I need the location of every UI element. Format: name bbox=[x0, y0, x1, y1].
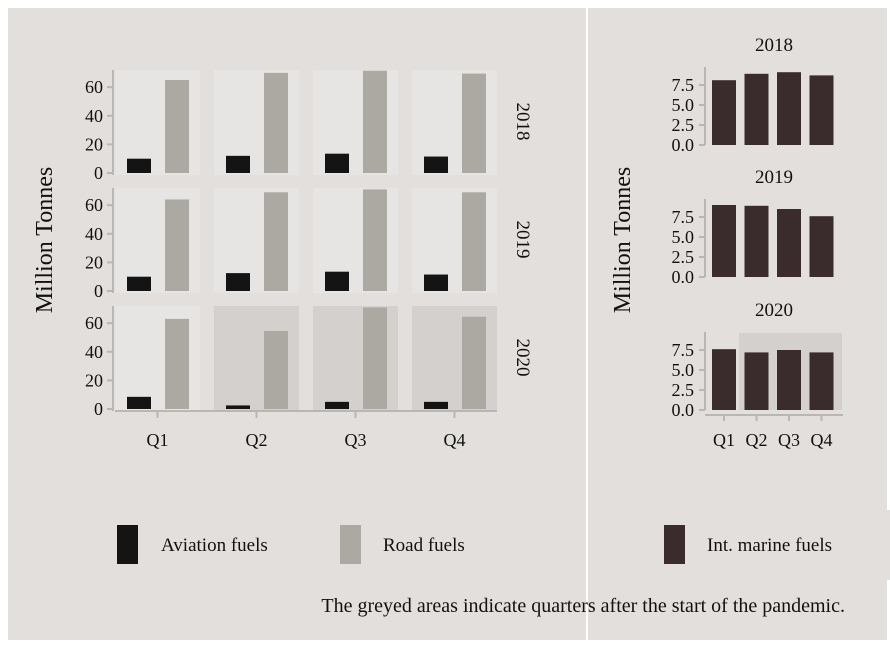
bar-marine-2018-Q2 bbox=[744, 73, 769, 145]
marine-strip-2020: 2020 bbox=[755, 300, 793, 321]
x-tick-label-Q1: Q1 bbox=[147, 430, 169, 450]
x-tick-label-Q4: Q4 bbox=[444, 430, 466, 450]
marine-strip-2019: 2019 bbox=[755, 167, 793, 188]
y-tick-label: 5.0 bbox=[672, 95, 695, 115]
y-tick-label: 60 bbox=[85, 77, 103, 97]
legend-swatch-aviation bbox=[117, 525, 138, 564]
bar-aviation-2018-Q1 bbox=[127, 158, 151, 173]
bar-road-2020-Q3 bbox=[363, 307, 387, 409]
y-tick-label: 5.0 bbox=[672, 227, 695, 247]
y-tick-label: 20 bbox=[85, 252, 103, 272]
bar-aviation-2019-Q3 bbox=[325, 271, 349, 291]
y-tick-label: 2.5 bbox=[672, 115, 695, 135]
facet-strip-2018: 2018 bbox=[512, 103, 533, 141]
y-tick-label: 40 bbox=[85, 106, 103, 126]
x-tick-label-Q3: Q3 bbox=[345, 430, 367, 450]
bar-road-2018-Q1 bbox=[165, 80, 189, 173]
legend: Aviation fuels Road fuels Int. marine fu… bbox=[117, 510, 890, 580]
y-tick-label: 0 bbox=[94, 163, 103, 183]
y-tick-label: 7.5 bbox=[672, 207, 695, 227]
bar-marine-2020-Q3 bbox=[777, 350, 801, 410]
y-tick-label: 40 bbox=[85, 224, 103, 244]
y-tick-label: 0.0 bbox=[672, 135, 695, 155]
y-tick-label: 5.0 bbox=[672, 360, 695, 380]
y-tick-label: 2.5 bbox=[672, 247, 695, 267]
marine-x-tick-label-Q2: Q2 bbox=[746, 430, 768, 450]
y-tick-label: 20 bbox=[85, 370, 103, 390]
bar-aviation-2018-Q4 bbox=[424, 156, 448, 173]
bar-road-2018-Q2 bbox=[264, 72, 288, 173]
legend-swatch-marine bbox=[664, 525, 685, 564]
marine-strip-2018: 2018 bbox=[755, 35, 793, 56]
y-tick-label: 7.5 bbox=[672, 75, 695, 95]
y-tick-label: 0 bbox=[94, 399, 103, 419]
x-tick-label-Q2: Q2 bbox=[246, 430, 268, 450]
y-tick-label: 60 bbox=[85, 313, 103, 333]
bar-road-2019-Q3 bbox=[363, 189, 387, 291]
bar-marine-2018-Q4 bbox=[809, 75, 834, 145]
bar-marine-2020-Q4 bbox=[809, 352, 834, 410]
bar-marine-2020-Q2 bbox=[744, 352, 769, 410]
left-y-axis-title: Million Tonnes bbox=[32, 167, 58, 314]
bar-marine-2019-Q3 bbox=[777, 209, 801, 277]
y-tick-label: 60 bbox=[85, 195, 103, 215]
bar-aviation-2020-Q2 bbox=[226, 405, 250, 409]
bar-aviation-2018-Q3 bbox=[325, 153, 349, 173]
legend-label-marine: Int. marine fuels bbox=[707, 535, 832, 556]
bar-aviation-2018-Q2 bbox=[226, 155, 250, 173]
bar-road-2019-Q4 bbox=[462, 192, 486, 291]
y-tick-label: 0.0 bbox=[672, 400, 695, 420]
y-tick-label: 0 bbox=[94, 281, 103, 301]
road-aviation-chart: 0 20 40 60 2018 0 20 40 60 2019 0 20 40 60 2020 Q1 Q2 Q3 Q… bbox=[85, 70, 533, 450]
bar-road-2018-Q3 bbox=[363, 70, 387, 173]
bar-road-2019-Q2 bbox=[264, 192, 288, 291]
bar-road-2020-Q1 bbox=[165, 318, 189, 409]
bar-road-2018-Q4 bbox=[462, 73, 486, 173]
caption: The greyed areas indicate quarters after… bbox=[321, 595, 845, 617]
bar-marine-2018-Q3 bbox=[777, 72, 801, 145]
legend-label-road: Road fuels bbox=[383, 535, 465, 556]
y-tick-label: 0.0 bbox=[672, 267, 695, 287]
marine-chart: 20180.02.55.07.520190.02.55.07.520200.02… bbox=[672, 35, 843, 450]
legend-swatch-road bbox=[340, 525, 361, 564]
bar-marine-2020-Q1 bbox=[712, 349, 736, 410]
bar-aviation-2019-Q4 bbox=[424, 274, 448, 291]
bar-road-2020-Q4 bbox=[462, 316, 486, 409]
marine-x-tick-label-Q1: Q1 bbox=[713, 430, 735, 450]
y-tick-label: 20 bbox=[85, 134, 103, 154]
facet-strip-2020: 2020 bbox=[512, 339, 533, 377]
bar-aviation-2020-Q1 bbox=[127, 396, 151, 409]
bar-marine-2019-Q4 bbox=[809, 216, 834, 277]
legend-label-aviation: Aviation fuels bbox=[161, 535, 268, 556]
bar-aviation-2019-Q1 bbox=[127, 276, 151, 291]
bar-road-2019-Q1 bbox=[165, 199, 189, 291]
y-tick-label: 2.5 bbox=[672, 380, 695, 400]
bar-aviation-2020-Q4 bbox=[424, 401, 448, 409]
marine-x-tick-label-Q4: Q4 bbox=[811, 430, 833, 450]
bar-marine-2018-Q1 bbox=[712, 80, 736, 145]
y-tick-label: 7.5 bbox=[672, 340, 695, 360]
bar-aviation-2019-Q2 bbox=[226, 273, 250, 291]
bar-road-2020-Q2 bbox=[264, 331, 288, 409]
y-tick-label: 40 bbox=[85, 342, 103, 362]
facet-strip-2019: 2019 bbox=[512, 221, 533, 259]
bar-marine-2019-Q2 bbox=[744, 205, 769, 277]
right-y-axis-title: Million Tonnes bbox=[610, 167, 636, 314]
marine-x-tick-label-Q3: Q3 bbox=[778, 430, 800, 450]
bar-aviation-2020-Q3 bbox=[325, 401, 349, 409]
bar-marine-2019-Q1 bbox=[712, 205, 736, 277]
